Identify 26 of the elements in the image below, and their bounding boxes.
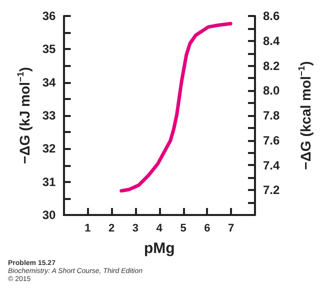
x-tick-label: 5: [180, 222, 186, 234]
x-tick-label: 3: [132, 222, 139, 234]
y2-tick-label: 7.4: [263, 158, 280, 172]
y2-tick-label: 7.6: [263, 133, 280, 148]
y2-axis-title: −ΔG (kcal mol−1): [296, 61, 314, 170]
y2-tick-label: 8.0: [263, 84, 280, 98]
y-tick-label: 31: [42, 174, 56, 189]
y-tick-label: 36: [42, 9, 56, 23]
y-axis-title: −ΔG (kJ mol−1): [16, 67, 32, 164]
x-tick-label: 1: [84, 222, 91, 234]
y2-tick-label: 8.2: [263, 58, 280, 73]
x-tick-label: 2: [108, 222, 115, 234]
line-series: [120, 22, 232, 193]
y-tick-label: 33: [42, 108, 56, 122]
x-axis-title: pMg: [144, 240, 175, 257]
y2-tick-label: 8.4: [263, 34, 280, 48]
y-tick-label: 30: [42, 208, 56, 222]
y-tick-label: 32: [42, 142, 56, 156]
x-tick-label: 6: [204, 222, 210, 234]
y2-tick-label: 8.6: [263, 9, 280, 23]
y-tick-label: 34: [42, 75, 56, 90]
y2-tick-label: 7.2: [263, 183, 280, 198]
y-tick-label: 35: [42, 42, 56, 56]
x-tick-label: 7: [228, 222, 234, 234]
y2-tick-label: 7.8: [263, 108, 280, 122]
x-tick-label: 4: [156, 222, 164, 234]
